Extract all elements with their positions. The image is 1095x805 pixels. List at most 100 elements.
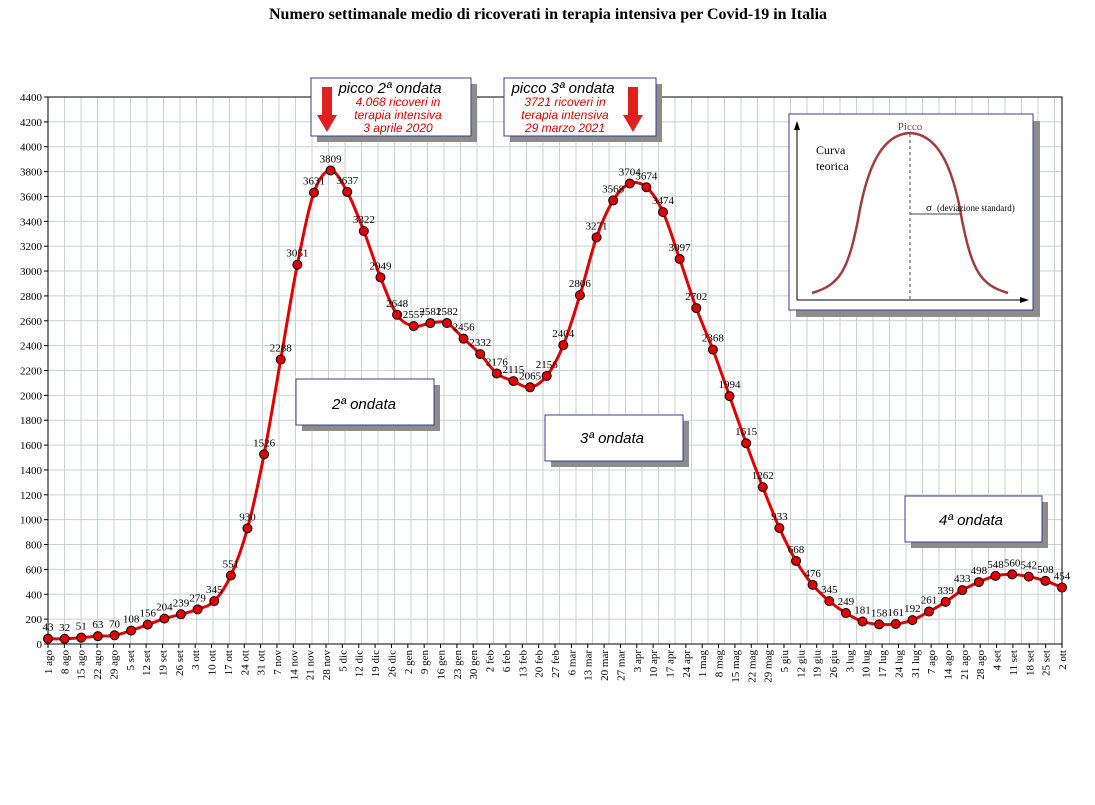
x-tick-label: 16 gen xyxy=(436,650,448,680)
x-tick-label: 21 ago xyxy=(959,650,971,680)
x-tick-label: 23 gen xyxy=(452,650,464,680)
data-label: 204 xyxy=(156,602,173,614)
x-tick-label: 4 set xyxy=(992,650,1004,670)
data-label: 2557 xyxy=(403,309,426,321)
x-tick-label: 26 dic xyxy=(386,650,398,677)
data-label: 51 xyxy=(76,621,87,633)
x-tick-label: 31 ott xyxy=(256,650,268,675)
data-point xyxy=(874,619,885,630)
y-tick-label: 1600 xyxy=(20,440,43,452)
data-label: 2702 xyxy=(685,291,707,303)
y-tick-label: 3000 xyxy=(20,266,43,278)
data-label: 2949 xyxy=(369,260,392,272)
data-point xyxy=(192,604,203,615)
data-point xyxy=(292,259,303,270)
data-point xyxy=(541,370,552,381)
x-tick-label: 13 feb xyxy=(517,650,529,678)
down-arrow-icon xyxy=(317,87,337,132)
data-point xyxy=(425,318,436,329)
data-label: 108 xyxy=(123,614,140,626)
data-label: 2648 xyxy=(386,298,409,310)
data-point xyxy=(175,609,186,620)
data-label: 476 xyxy=(804,568,821,580)
data-point xyxy=(558,340,569,351)
data-label: 43 xyxy=(43,622,55,634)
y-tick-label: 2000 xyxy=(20,390,43,402)
data-point xyxy=(76,632,87,643)
data-point xyxy=(375,272,386,283)
x-tick-label: 8 ago xyxy=(59,650,71,675)
x-tick-label: 2 feb xyxy=(485,650,497,673)
data-point xyxy=(591,232,602,243)
peak2-title: picco 2ª ondata xyxy=(337,80,441,97)
x-tick-label: 15 ago xyxy=(76,650,88,680)
x-tick-label: 5 dic xyxy=(337,650,349,672)
x-tick-label: 21 nov xyxy=(305,650,317,681)
data-label: 498 xyxy=(971,565,988,577)
y-tick-label: 4200 xyxy=(20,117,43,129)
x-tick-label: 24 lug xyxy=(893,650,905,678)
x-tick-label: 20 mar xyxy=(599,650,611,681)
data-label: 3631 xyxy=(303,176,325,188)
y-tick-label: 1800 xyxy=(20,415,43,427)
data-point xyxy=(408,321,419,332)
data-point xyxy=(275,354,286,365)
data-label: 63 xyxy=(92,619,104,631)
x-tick-label: 10 lug xyxy=(861,650,873,678)
x-tick-label: 6 feb xyxy=(501,650,513,673)
data-label: 239 xyxy=(173,597,190,609)
data-point xyxy=(707,344,718,355)
x-tick-label: 25 set xyxy=(1041,650,1053,676)
data-point xyxy=(159,613,170,624)
x-tick-label: 1 ago xyxy=(43,650,55,675)
data-label: 2581 xyxy=(419,306,441,318)
data-point xyxy=(142,619,153,630)
x-tick-label: 17 ott xyxy=(223,650,235,675)
peak3-line3: 29 marzo 2021 xyxy=(524,121,605,135)
x-tick-label: 1 mag xyxy=(697,650,709,678)
data-label: 1615 xyxy=(735,426,758,438)
data-point xyxy=(392,309,403,320)
x-tick-label: 2 ott xyxy=(1057,650,1069,670)
y-tick-label: 1400 xyxy=(20,465,43,477)
data-label: 2288 xyxy=(270,343,293,355)
x-tick-label: 26 giu xyxy=(828,650,840,678)
x-tick-label: 9 gen xyxy=(419,650,431,675)
x-tick-label: 22 mag xyxy=(746,650,758,683)
peak2-line1: 4.068 ricoveri in xyxy=(356,95,441,109)
annotation-peak2: picco 2ª ondata 4.068 ricoveri in terapi… xyxy=(310,77,477,142)
peak3-line2: terapia intensiva xyxy=(521,108,609,122)
data-label: 433 xyxy=(954,573,971,585)
x-tick-label: 7 nov xyxy=(272,650,284,675)
x-tick-label: 18 set xyxy=(1024,650,1036,676)
inset-ylabel-line2: teorica xyxy=(816,159,849,173)
data-label: 3051 xyxy=(286,248,308,260)
data-label: 548 xyxy=(987,559,1004,571)
x-tick-label: 30 gen xyxy=(468,650,480,680)
y-tick-labels: 0 200 400 600 800 1000 1200 1400 1600 1800 2000 220… xyxy=(20,92,43,651)
data-label: 508 xyxy=(1037,564,1054,576)
data-label: 2456 xyxy=(453,322,476,334)
x-tick-label: 17 lug xyxy=(877,650,889,678)
data-label: 156 xyxy=(139,608,156,620)
inset-bell-curve xyxy=(811,131,1009,295)
y-tick-label: 800 xyxy=(26,540,43,552)
data-label: 668 xyxy=(788,544,805,556)
x-tick-label: 22 ago xyxy=(92,650,104,680)
y-tick-label: 2600 xyxy=(20,316,43,328)
data-label: 933 xyxy=(771,511,788,523)
x-tick-label: 12 giu xyxy=(795,650,807,678)
data-label: 261 xyxy=(921,595,938,607)
data-label: 279 xyxy=(189,592,206,604)
x-tick-label: 19 dic xyxy=(370,650,382,677)
x-tick-label: 10 apr xyxy=(648,650,660,678)
data-label: 3704 xyxy=(619,167,642,179)
data-label: 2368 xyxy=(702,333,725,345)
x-tick-label: 14 ago xyxy=(943,650,955,680)
data-point xyxy=(225,570,236,581)
x-tick-label: 28 ago xyxy=(975,650,987,680)
data-label: 249 xyxy=(838,596,855,608)
x-tick-label: 5 giu xyxy=(779,650,791,673)
wave4-box: 4ª ondata xyxy=(904,495,1048,548)
data-point xyxy=(441,318,452,329)
